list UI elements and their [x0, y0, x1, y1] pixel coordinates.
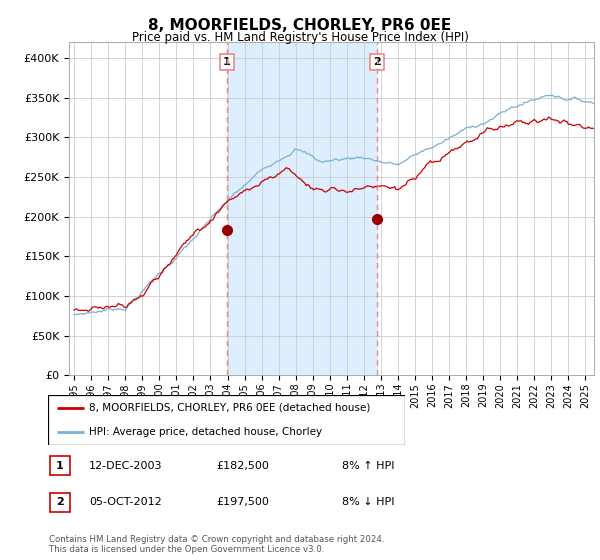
Text: £197,500: £197,500 [216, 497, 269, 507]
Text: 8% ↑ HPI: 8% ↑ HPI [342, 461, 395, 471]
Text: HPI: Average price, detached house, Chorley: HPI: Average price, detached house, Chor… [89, 427, 322, 437]
Text: 8, MOORFIELDS, CHORLEY, PR6 0EE (detached house): 8, MOORFIELDS, CHORLEY, PR6 0EE (detache… [89, 403, 370, 413]
Text: Price paid vs. HM Land Registry's House Price Index (HPI): Price paid vs. HM Land Registry's House … [131, 31, 469, 44]
Text: Contains HM Land Registry data © Crown copyright and database right 2024.
This d: Contains HM Land Registry data © Crown c… [49, 535, 385, 554]
Text: 2: 2 [373, 57, 381, 67]
Text: 1: 1 [56, 461, 64, 471]
Text: 8, MOORFIELDS, CHORLEY, PR6 0EE: 8, MOORFIELDS, CHORLEY, PR6 0EE [148, 18, 452, 34]
Text: 2: 2 [56, 497, 64, 507]
Text: £182,500: £182,500 [216, 461, 269, 471]
Text: 8% ↓ HPI: 8% ↓ HPI [342, 497, 395, 507]
Text: 1: 1 [223, 57, 231, 67]
Text: 05-OCT-2012: 05-OCT-2012 [89, 497, 161, 507]
Bar [227, 42, 377, 375]
Text: 12-DEC-2003: 12-DEC-2003 [89, 461, 162, 471]
